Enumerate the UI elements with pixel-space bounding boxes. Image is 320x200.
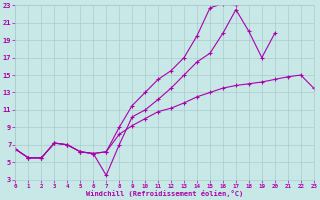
X-axis label: Windchill (Refroidissement éolien,°C): Windchill (Refroidissement éolien,°C) (86, 190, 243, 197)
